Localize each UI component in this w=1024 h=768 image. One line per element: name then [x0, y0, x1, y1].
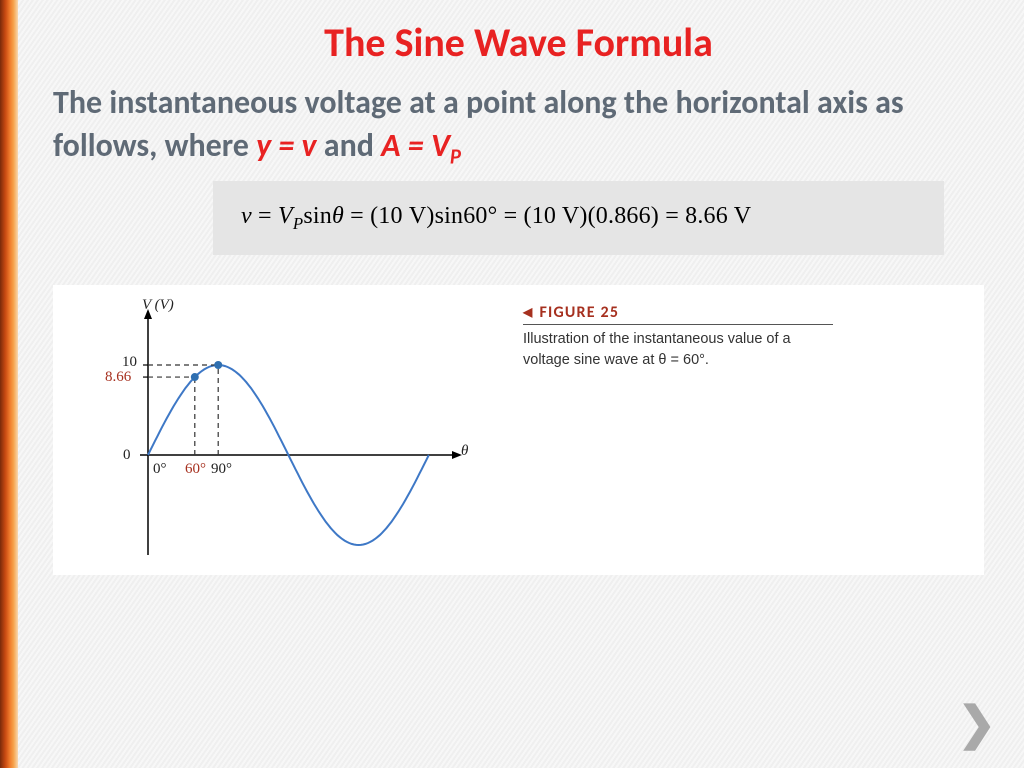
triangle-left-icon: ◀ — [523, 305, 533, 320]
page-title: The Sine Wave Formula — [53, 18, 984, 67]
figure-head: ◀ FIGURE 25 — [523, 303, 833, 325]
sine-chart: V (V) 10 8.66 0 0° 60° 90° θ — [63, 295, 483, 565]
x-axis-label: θ — [461, 443, 468, 460]
body-mid: and — [324, 126, 381, 165]
lower-panel: V (V) 10 8.66 0 0° 60° 90° θ ◀ FIGURE 25… — [53, 285, 984, 575]
y-tick-866: 8.66 — [105, 369, 131, 386]
x-tick-0: 0° — [153, 461, 167, 478]
figure-text: Illustration of the instantaneous value … — [523, 329, 823, 370]
formula-box: v = VPsinθ = (10 V)sin60° = (10 V)(0.866… — [213, 181, 944, 256]
body-avp: A = VP — [381, 126, 461, 165]
x-tick-90: 90° — [211, 461, 232, 478]
body-paragraph: The instantaneous voltage at a point alo… — [53, 81, 984, 171]
formula-v: v — [241, 203, 252, 229]
y-axis-label: V (V) — [142, 297, 174, 314]
figure-number: FIGURE 25 — [539, 303, 619, 322]
y-tick-0: 0 — [123, 447, 131, 464]
body-prefix: The instantaneous voltage at a point alo… — [53, 83, 904, 165]
x-tick-60: 60° — [185, 461, 206, 478]
body-yv: y = v — [256, 126, 316, 165]
next-slide-button[interactable]: ❯ — [957, 696, 996, 750]
figure-caption: ◀ FIGURE 25 Illustration of the instanta… — [523, 295, 964, 370]
